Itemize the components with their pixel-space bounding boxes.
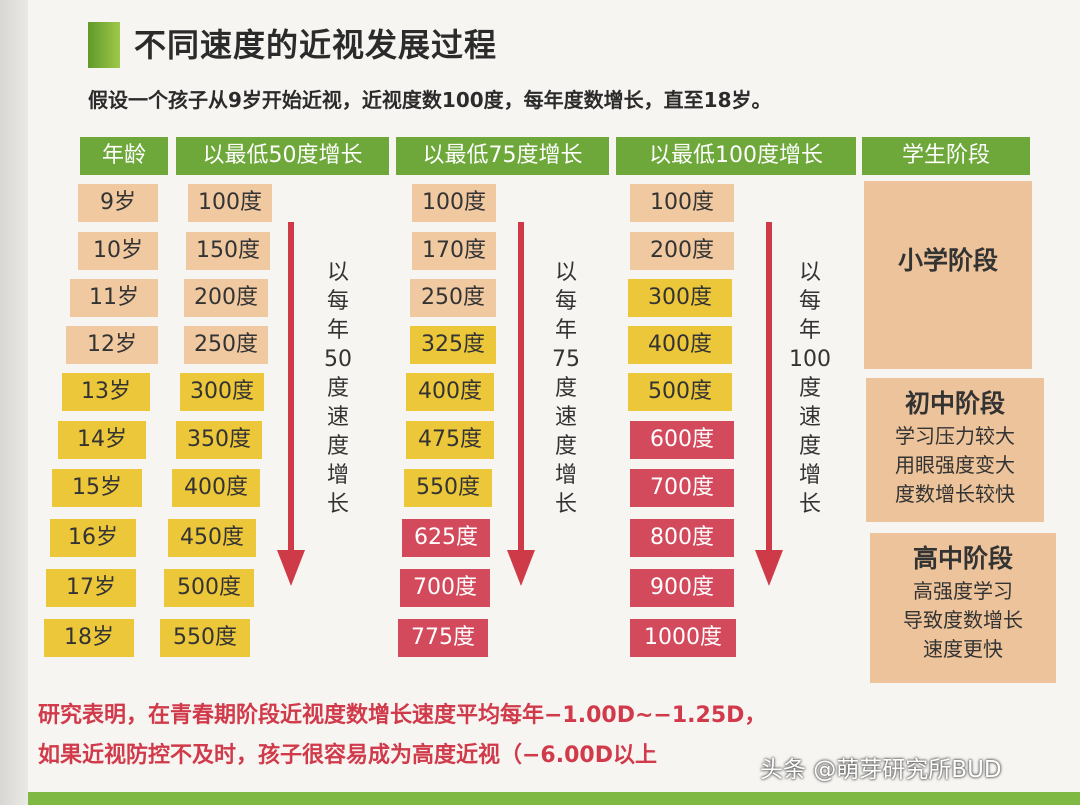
stage-middle: 初中阶段 学习压力较大 用眼强度变大 度数增长较快 [866,378,1044,522]
degree-50-cell: 500度 [164,569,254,607]
degree-50-cell: 150度 [186,232,270,270]
board-edge [0,0,28,805]
arrow-75-line [518,222,524,552]
degree-100-cell: 700度 [630,469,734,507]
degree-50-cell: 250度 [184,326,268,364]
arrow-75-label: 以 每 年 75 度 速 度 增 长 [552,260,580,517]
title-accent-bar [88,22,120,68]
stage-primary-name: 小学阶段 [897,246,998,275]
degree-100-cell: 900度 [630,569,734,607]
header-col50: 以最低50度增长 [176,137,389,175]
degree-75-cell: 400度 [406,373,494,411]
degree-50-cell: 100度 [188,184,272,222]
bottom-green-strip [28,792,1080,805]
degree-50-cell: 300度 [180,373,264,411]
age-cell: 9岁 [78,184,158,222]
watermark: 头条 @萌芽研究所BUD [760,757,1002,783]
arrow-50-label: 以 每 年 50 度 速 度 增 长 [324,260,352,517]
degree-100-cell: 500度 [628,373,732,411]
degree-75-cell: 100度 [412,184,496,222]
degree-75-cell: 700度 [400,569,490,607]
stage-middle-desc-1: 学习压力较大 [895,424,1015,448]
stage-primary: 小学阶段 [864,181,1032,369]
stage-middle-desc-2: 用眼强度变大 [895,453,1015,477]
stage-middle-desc-3: 度数增长较快 [895,482,1015,506]
stage-high-desc-1: 高强度学习 [913,579,1013,603]
degree-100-cell: 200度 [630,232,734,270]
arrow-100-head-icon [755,550,783,586]
degree-50-cell: 400度 [172,469,260,507]
degree-50-cell: 550度 [160,619,250,657]
age-cell: 17岁 [46,569,136,607]
degree-50-cell: 350度 [176,421,262,459]
age-cell: 12岁 [66,326,158,364]
age-cell: 18岁 [44,619,134,657]
footer-line-1: 研究表明，在青春期阶段近视度数增长速度平均每年−1.00D~−1.25D， [38,703,767,728]
degree-100-cell: 100度 [630,184,734,222]
degree-75-cell: 625度 [402,519,490,557]
degree-100-cell: 300度 [628,279,732,317]
degree-100-cell: 1000度 [630,619,736,657]
degree-75-cell: 170度 [412,232,496,270]
stage-high-desc-2: 导致度数增长 [903,608,1023,632]
arrow-75-head-icon [507,550,535,586]
age-cell: 14岁 [58,421,146,459]
subtitle: 假设一个孩子从9岁开始近视，近视度数100度，每年度数增长，直至18岁。 [88,88,772,112]
degree-50-cell: 200度 [184,279,268,317]
age-cell: 16岁 [50,519,136,557]
arrow-100-label: 以 每 年 100 度 速 度 增 长 [789,260,831,517]
degree-75-cell: 475度 [406,421,494,459]
age-cell: 13岁 [62,373,150,411]
degree-75-cell: 325度 [410,326,496,364]
degree-75-cell: 550度 [404,469,492,507]
header-col100: 以最低100度增长 [616,137,856,175]
degree-50-cell: 450度 [168,519,256,557]
degree-75-cell: 775度 [398,619,488,657]
arrow-100-line [766,222,772,552]
page-title: 不同速度的近视发展过程 [134,26,498,64]
stage-high-desc-3: 速度更快 [923,637,1003,661]
footer-line-2: 如果近视防控不及时，孩子很容易成为高度近视（−6.00D以上 [38,743,657,768]
header-stage: 学生阶段 [862,137,1030,175]
arrow-50-head-icon [277,550,305,586]
degree-100-cell: 400度 [628,326,732,364]
header-col75: 以最低75度增长 [396,137,609,175]
header-age: 年龄 [80,137,168,175]
age-cell: 15岁 [52,469,142,507]
degree-100-cell: 800度 [630,519,734,557]
arrow-50-line [288,222,294,552]
degree-75-cell: 250度 [410,279,496,317]
age-cell: 11岁 [70,279,158,317]
age-cell: 10岁 [78,232,158,270]
degree-100-cell: 600度 [630,421,734,459]
stage-middle-name: 初中阶段 [904,389,1005,418]
stage-high: 高中阶段 高强度学习 导致度数增长 速度更快 [870,533,1056,683]
stage-high-name: 高中阶段 [912,544,1013,573]
